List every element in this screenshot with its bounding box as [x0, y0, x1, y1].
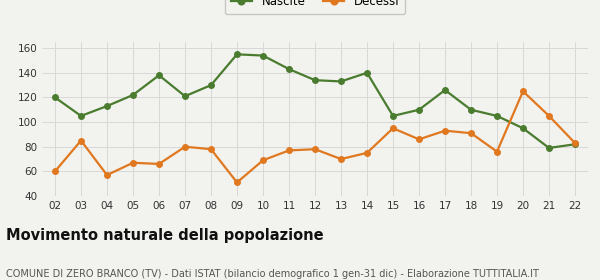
- Nascite: [130, 93, 137, 97]
- Decessi: [571, 141, 578, 145]
- Text: Movimento naturale della popolazione: Movimento naturale della popolazione: [6, 228, 323, 243]
- Decessi: [259, 158, 266, 162]
- Decessi: [467, 132, 475, 135]
- Nascite: [442, 88, 449, 92]
- Text: COMUNE DI ZERO BRANCO (TV) - Dati ISTAT (bilancio demografico 1 gen-31 dic) - El: COMUNE DI ZERO BRANCO (TV) - Dati ISTAT …: [6, 269, 539, 279]
- Nascite: [520, 127, 527, 130]
- Nascite: [311, 78, 319, 82]
- Nascite: [77, 114, 85, 118]
- Decessi: [103, 173, 110, 177]
- Nascite: [208, 83, 215, 87]
- Nascite: [493, 114, 500, 118]
- Decessi: [233, 181, 241, 184]
- Decessi: [415, 138, 422, 141]
- Decessi: [364, 151, 371, 155]
- Line: Decessi: Decessi: [52, 88, 578, 185]
- Nascite: [103, 104, 110, 108]
- Decessi: [130, 161, 137, 164]
- Legend: Nascite, Decessi: Nascite, Decessi: [225, 0, 405, 14]
- Decessi: [52, 170, 59, 173]
- Nascite: [259, 54, 266, 57]
- Line: Nascite: Nascite: [52, 52, 578, 151]
- Decessi: [208, 148, 215, 151]
- Nascite: [364, 71, 371, 74]
- Decessi: [389, 127, 397, 130]
- Decessi: [286, 149, 293, 152]
- Nascite: [181, 95, 188, 98]
- Decessi: [155, 162, 163, 166]
- Nascite: [286, 67, 293, 71]
- Nascite: [545, 146, 553, 150]
- Decessi: [311, 148, 319, 151]
- Decessi: [181, 145, 188, 148]
- Nascite: [155, 74, 163, 77]
- Nascite: [389, 114, 397, 118]
- Decessi: [493, 150, 500, 153]
- Decessi: [77, 139, 85, 142]
- Decessi: [520, 90, 527, 93]
- Nascite: [233, 53, 241, 56]
- Nascite: [52, 96, 59, 99]
- Decessi: [442, 129, 449, 132]
- Nascite: [467, 108, 475, 111]
- Decessi: [545, 114, 553, 118]
- Nascite: [571, 143, 578, 146]
- Nascite: [337, 80, 344, 83]
- Nascite: [415, 108, 422, 111]
- Decessi: [337, 157, 344, 161]
